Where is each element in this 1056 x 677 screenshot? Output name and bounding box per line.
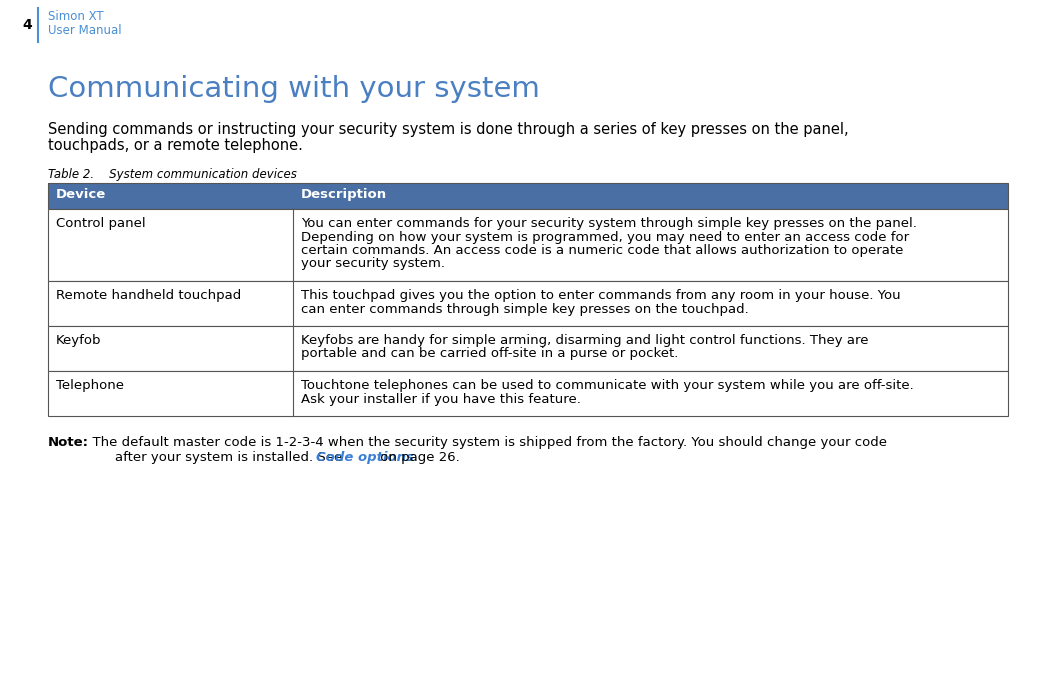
Text: Keyfobs are handy for simple arming, disarming and light control functions. They: Keyfobs are handy for simple arming, dis… [301,334,868,347]
Text: after your system is installed. See: after your system is installed. See [98,451,346,464]
Text: can enter commands through simple key presses on the touchpad.: can enter commands through simple key pr… [301,303,749,315]
Text: Communicating with your system: Communicating with your system [48,75,540,103]
Bar [48,281,1008,326]
Text: certain commands. An access code is a numeric code that allows authorization to : certain commands. An access code is a nu… [301,244,903,257]
Bar [48,326,1008,371]
Text: Code options: Code options [316,451,414,464]
Bar [48,183,1008,209]
Text: Touchtone telephones can be used to communicate with your system while you are o: Touchtone telephones can be used to comm… [301,379,913,392]
Text: 4: 4 [22,18,32,32]
Text: Note:: Note: [48,436,89,449]
Text: Keyfob: Keyfob [56,334,101,347]
Text: This touchpad gives you the option to enter commands from any room in your house: This touchpad gives you the option to en… [301,289,901,302]
Text: Telephone: Telephone [56,379,124,392]
Text: Table 2.    System communication devices: Table 2. System communication devices [48,168,297,181]
Text: on page 26.: on page 26. [376,451,459,464]
Text: Device: Device [56,188,107,201]
Text: Simon XT: Simon XT [48,10,103,23]
Bar [48,281,1008,326]
Text: Control panel: Control panel [56,217,146,230]
Bar [48,183,1008,209]
Bar [48,326,1008,371]
Bar [48,371,1008,416]
Text: Ask your installer if you have this feature.: Ask your installer if you have this feat… [301,393,581,406]
Bar [48,209,1008,281]
Text: Depending on how your system is programmed, you may need to enter an access code: Depending on how your system is programm… [301,230,909,244]
Text: Sending commands or instructing your security system is done through a series of: Sending commands or instructing your sec… [48,122,849,137]
Text: your security system.: your security system. [301,257,445,271]
Bar [48,209,1008,281]
Text: touchpads, or a remote telephone.: touchpads, or a remote telephone. [48,138,303,153]
Text: The default master code is 1-2-3-4 when the security system is shipped from the : The default master code is 1-2-3-4 when … [84,436,887,449]
Text: You can enter commands for your security system through simple key presses on th: You can enter commands for your security… [301,217,917,230]
Text: Description: Description [301,188,388,201]
Bar [48,371,1008,416]
Text: portable and can be carried off-site in a purse or pocket.: portable and can be carried off-site in … [301,347,678,360]
Text: User Manual: User Manual [48,24,121,37]
Text: Remote handheld touchpad: Remote handheld touchpad [56,289,241,302]
